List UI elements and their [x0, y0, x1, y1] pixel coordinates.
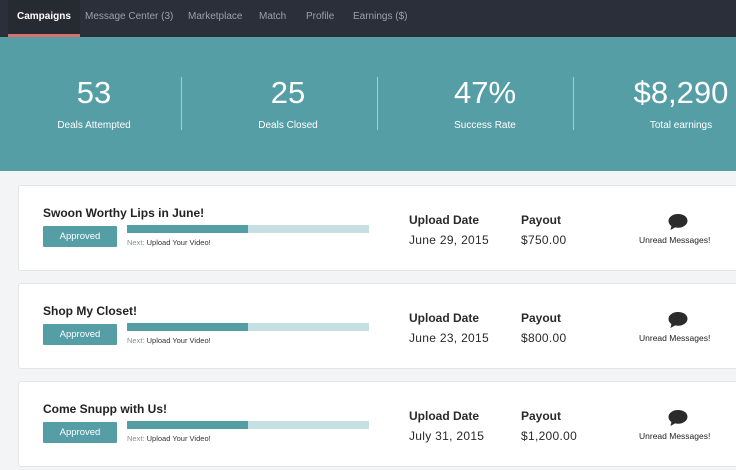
speech-bubble-icon[interactable]: [667, 311, 689, 329]
progress-bar: [127, 421, 369, 429]
stats-banner: 53 Deals Attempted 25 Deals Closed 47% S…: [0, 37, 736, 171]
campaign-card[interactable]: Shop My Closet! Approved Next: Upload Yo…: [18, 283, 736, 369]
campaign-card[interactable]: Come Snupp with Us! Approved Next: Uploa…: [18, 381, 736, 467]
divider: [573, 77, 574, 130]
unread-messages-label[interactable]: Unread Messages!: [639, 333, 711, 343]
next-step-label: Upload Your Video!: [146, 336, 211, 345]
upload-date-value: June 23, 2015: [409, 331, 489, 345]
next-step-prefix: Next:: [127, 434, 145, 443]
stat-deals-closed: 25 Deals Closed: [218, 37, 358, 171]
stat-label: Deals Attempted: [57, 120, 131, 131]
upload-date-label: Upload Date: [409, 213, 480, 227]
next-step: Next: Upload Your Video!: [127, 238, 211, 247]
tab-match[interactable]: Match: [259, 11, 287, 22]
divider: [377, 77, 378, 130]
upload-date-label: Upload Date: [409, 409, 480, 423]
tab-campaigns[interactable]: Campaigns: [8, 0, 80, 37]
stat-value: 53: [76, 75, 112, 110]
progress-fill: [127, 225, 248, 233]
payout-value: $1,200.00: [521, 429, 578, 443]
status-badge: Approved: [43, 422, 117, 443]
stat-label: Success Rate: [454, 120, 516, 131]
stat-deals-attempted: 53 Deals Attempted: [24, 37, 164, 171]
progress-bar: [127, 225, 369, 233]
payout-value: $800.00: [521, 331, 567, 345]
divider: [181, 77, 182, 130]
next-step-label: Upload Your Video!: [146, 434, 211, 443]
campaign-card[interactable]: Swoon Worthy Lips in June! Approved Next…: [18, 185, 736, 271]
campaign-title[interactable]: Shop My Closet!: [43, 304, 138, 318]
stat-label: Deals Closed: [258, 120, 318, 131]
next-step: Next: Upload Your Video!: [127, 434, 211, 443]
upload-date-label: Upload Date: [409, 311, 480, 325]
speech-bubble-icon[interactable]: [667, 409, 689, 427]
status-badge: Approved: [43, 324, 117, 345]
stat-success-rate: 47% Success Rate: [415, 37, 555, 171]
upload-date-value: June 29, 2015: [409, 233, 489, 247]
progress-fill: [127, 421, 248, 429]
next-step-prefix: Next:: [127, 336, 145, 345]
tab-message-center[interactable]: Message Center (3): [85, 11, 174, 22]
status-badge: Approved: [43, 226, 117, 247]
progress-fill: [127, 323, 248, 331]
next-step: Next: Upload Your Video!: [127, 336, 211, 345]
progress-bar: [127, 323, 369, 331]
stat-value: $8,290: [633, 75, 729, 110]
tab-earnings[interactable]: Earnings ($): [353, 11, 408, 22]
payout-label: Payout: [521, 409, 562, 423]
payout-value: $750.00: [521, 233, 567, 247]
campaign-title[interactable]: Swoon Worthy Lips in June!: [43, 206, 205, 220]
unread-messages-label[interactable]: Unread Messages!: [639, 431, 711, 441]
speech-bubble-icon[interactable]: [667, 213, 689, 231]
stat-total-earnings: $8,290 Total earnings: [611, 37, 736, 171]
payout-label: Payout: [521, 213, 562, 227]
upload-date-value: July 31, 2015: [409, 429, 485, 443]
tab-marketplace[interactable]: Marketplace: [188, 11, 243, 22]
stat-label: Total earnings: [649, 120, 713, 131]
stat-value: 25: [270, 75, 306, 110]
payout-label: Payout: [521, 311, 562, 325]
next-step-prefix: Next:: [127, 238, 145, 247]
tab-profile[interactable]: Profile: [306, 11, 335, 22]
campaign-title[interactable]: Come Snupp with Us!: [43, 402, 167, 416]
unread-messages-label[interactable]: Unread Messages!: [639, 235, 711, 245]
next-step-label: Upload Your Video!: [146, 238, 211, 247]
stat-value: 47%: [453, 75, 517, 110]
top-navigation: Campaigns Message Center (3) Marketplace…: [0, 0, 736, 37]
